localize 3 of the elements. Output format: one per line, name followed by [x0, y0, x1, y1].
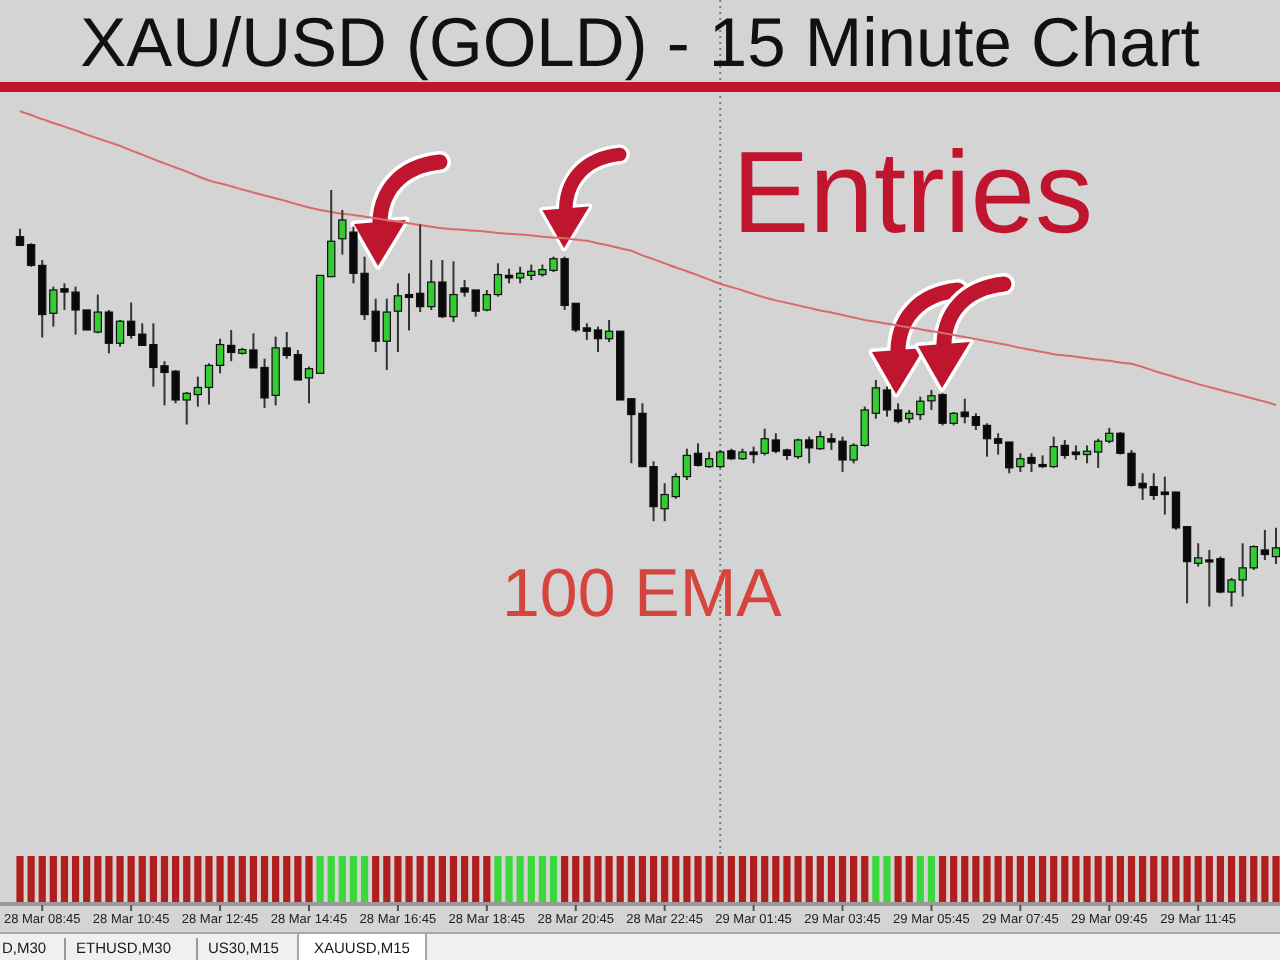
annotation: 100 EMA — [502, 556, 783, 632]
annotation: Entries — [732, 128, 1094, 258]
chart-title: XAU/USD (GOLD) - 15 Minute Chart — [80, 6, 1201, 82]
